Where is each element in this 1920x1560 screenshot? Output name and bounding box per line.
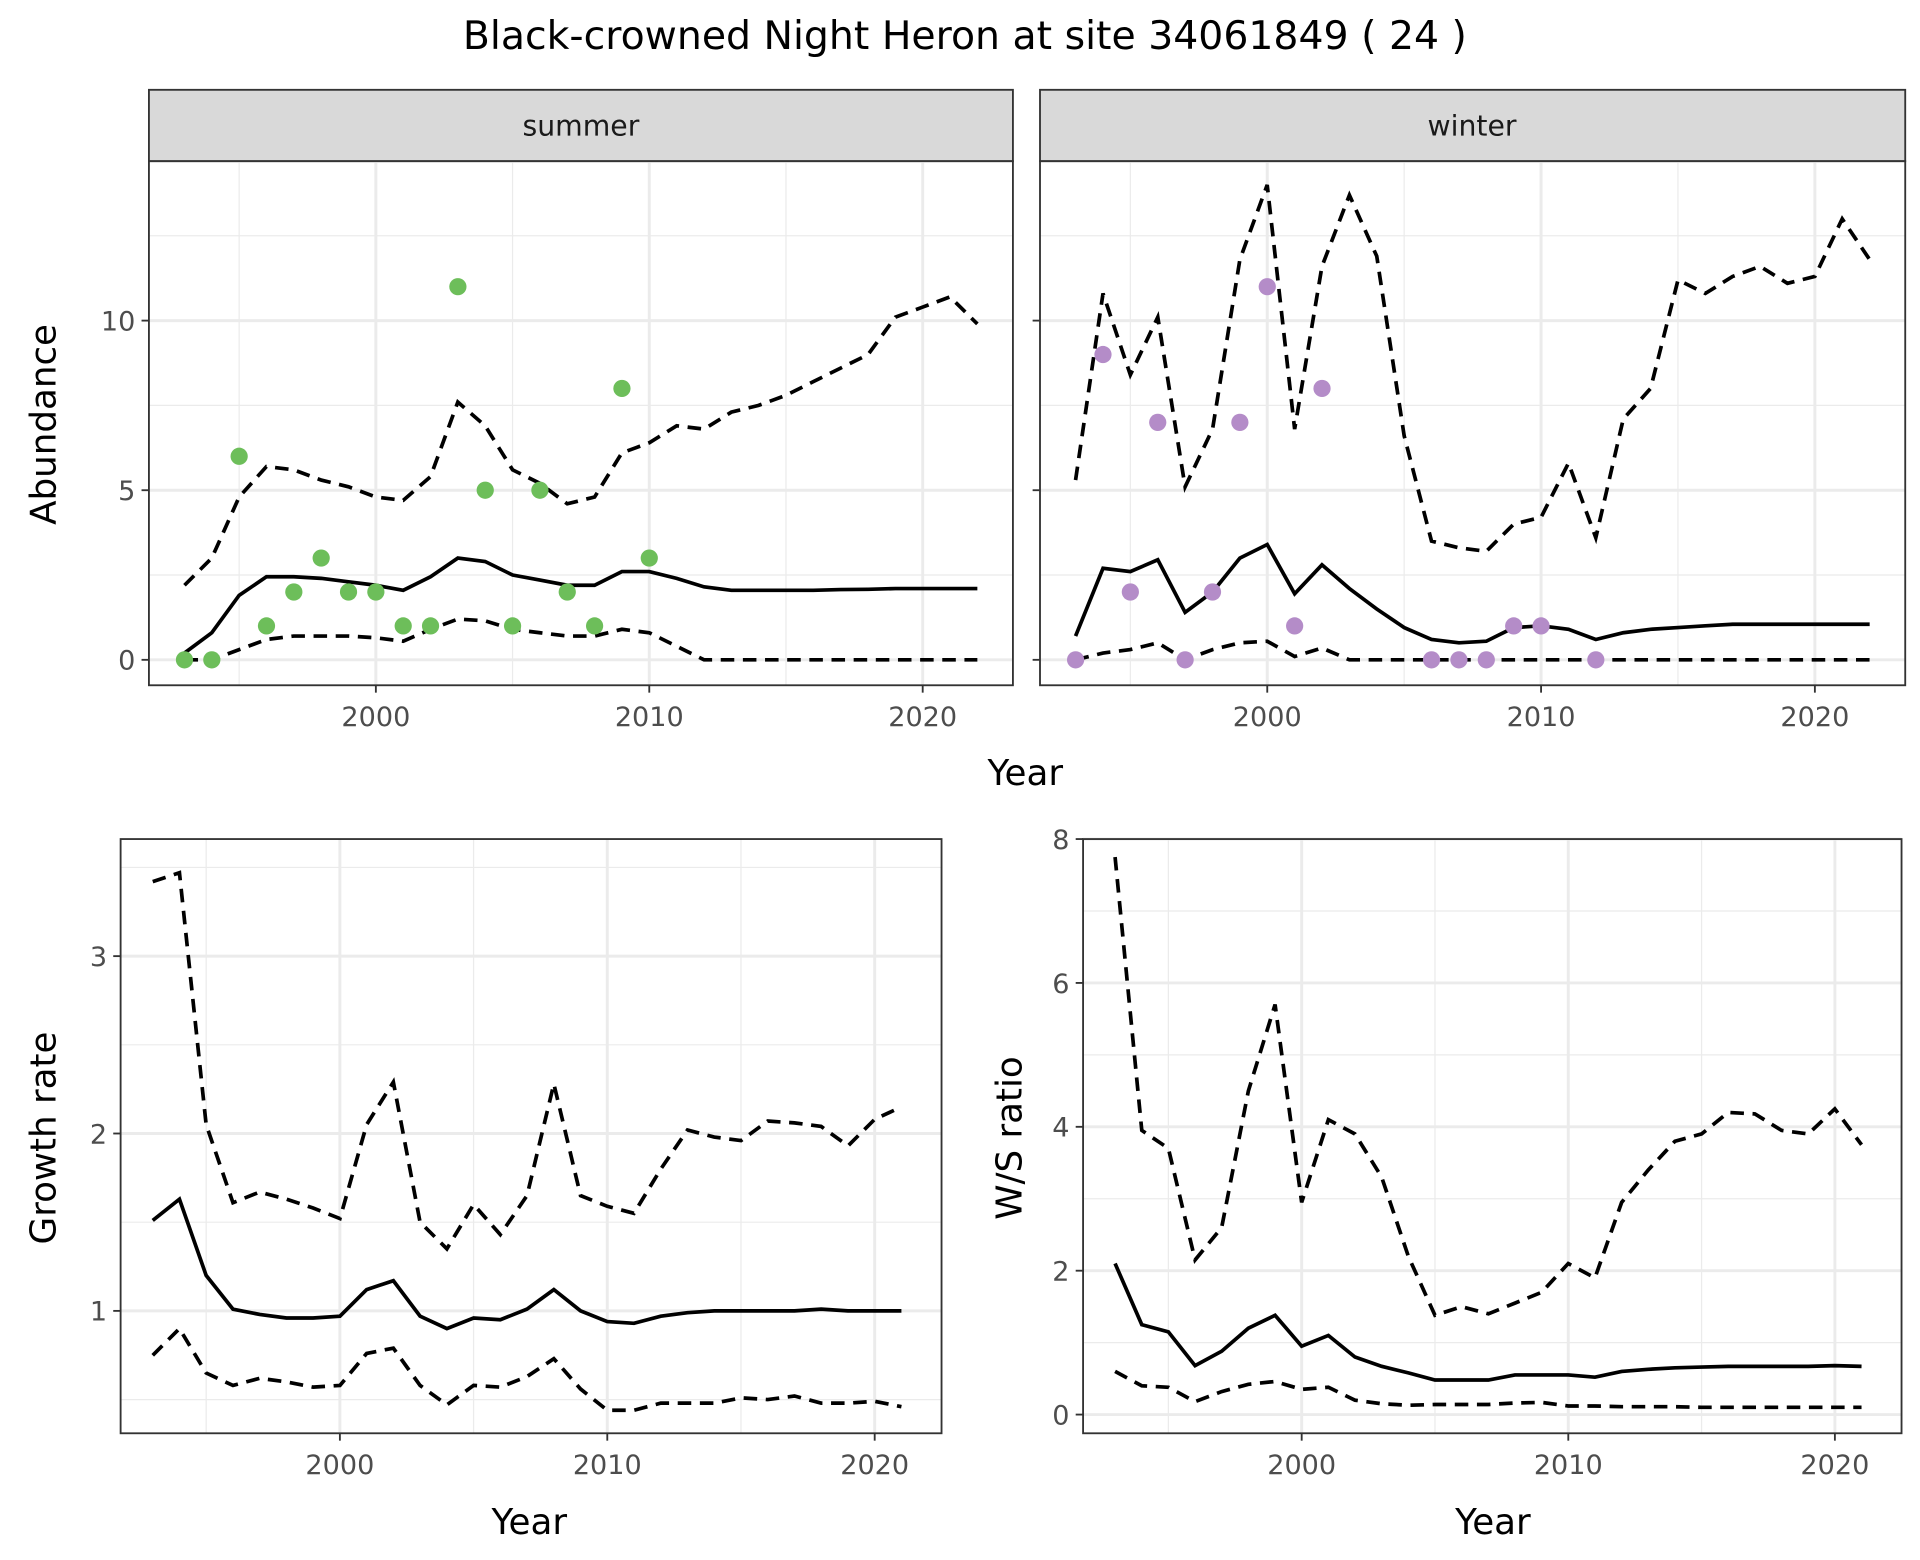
observed-point <box>285 583 303 601</box>
strip-winter: winter <box>1039 88 1907 163</box>
observed-point <box>585 617 604 635</box>
observed-point <box>531 481 549 499</box>
y-tick-label: 5 <box>118 476 135 507</box>
observed-point <box>203 651 221 669</box>
x-tick-label: 2020 <box>1800 1450 1869 1481</box>
observed-point <box>1066 651 1085 669</box>
x-tick-label: 2000 <box>1267 1450 1336 1481</box>
winter-panel: 2000 2010 2020 <box>1032 160 1907 733</box>
growth-y-label: Growth rate <box>23 1032 64 1245</box>
observed-point <box>394 617 412 635</box>
ws-panel: 2000 2010 2020 0 2 4 6 8 <box>1052 825 1903 1481</box>
observed-point <box>1532 617 1550 635</box>
panel-border <box>1039 160 1907 687</box>
upper-bound-line <box>1113 856 1864 1318</box>
observed-point <box>1587 651 1605 669</box>
x-tick-label: 2000 <box>341 702 410 733</box>
observed-point <box>476 481 494 499</box>
strip-label-summer: summer <box>522 109 639 142</box>
upper-bound-line <box>152 870 903 1252</box>
observed-point <box>367 583 385 601</box>
panel-border <box>148 160 1014 687</box>
figure-title: Black-crowned Night Heron at site 340618… <box>463 13 1467 59</box>
strip-summer: summer <box>148 88 1014 163</box>
observed-point <box>421 617 440 635</box>
observed-point <box>257 617 276 635</box>
lower-bound-line <box>1114 1369 1862 1410</box>
observed-point <box>1149 413 1167 431</box>
abundance-x-label: Year <box>986 753 1063 794</box>
x-tick-label: 2000 <box>305 1450 374 1481</box>
observed-point <box>640 549 658 567</box>
observed-point <box>175 651 194 669</box>
mean-line <box>1113 1262 1862 1382</box>
observed-point <box>1258 278 1276 296</box>
x-tick-label: 2010 <box>1507 702 1576 733</box>
y-tick-label: 0 <box>1052 1400 1069 1431</box>
y-tick-label: 2 <box>90 1119 107 1150</box>
ws-x-label: Year <box>1454 1502 1531 1543</box>
x-tick-label: 2000 <box>1233 702 1302 733</box>
observed-point <box>1094 345 1112 364</box>
ws-y-label: W/S ratio <box>990 1056 1031 1219</box>
mean-line <box>151 1196 902 1331</box>
observed-point <box>1286 617 1304 635</box>
observed-point <box>1505 617 1523 635</box>
y-tick-label: 1 <box>90 1297 107 1328</box>
strip-label-winter: winter <box>1427 109 1516 142</box>
x-tick-label: 2010 <box>615 702 684 733</box>
observed-point <box>503 617 522 635</box>
growth-panel: 2000 2010 2020 1 2 3 <box>90 838 943 1481</box>
observed-point <box>449 278 467 296</box>
observed-point <box>1203 583 1222 601</box>
observed-point <box>312 549 330 567</box>
x-tick-label: 2020 <box>840 1450 909 1481</box>
panel-border <box>119 838 943 1435</box>
x-tick-label: 2020 <box>888 702 957 733</box>
panel-border <box>1082 838 1903 1435</box>
observed-point <box>1313 379 1331 398</box>
observed-point <box>558 583 576 601</box>
observed-point <box>339 583 358 601</box>
y-tick-label: 10 <box>101 306 135 337</box>
observed-point <box>1477 651 1495 669</box>
observed-point <box>1450 651 1468 669</box>
observed-point <box>1121 583 1139 601</box>
abundance-y-label: Abundance <box>23 324 64 525</box>
observed-point <box>1231 413 1249 431</box>
y-tick-label: 6 <box>1052 969 1069 1000</box>
summer-panel: 2000 2010 2020 0 5 10 <box>101 160 1014 733</box>
growth-x-label: Year <box>490 1502 567 1543</box>
y-tick-label: 8 <box>1052 825 1069 856</box>
x-tick-label: 2010 <box>1534 1450 1603 1481</box>
y-tick-label: 0 <box>118 646 135 677</box>
observed-point <box>1176 651 1194 669</box>
observed-point <box>613 379 631 398</box>
y-tick-label: 3 <box>90 942 107 973</box>
lower-bound-line <box>1075 639 1870 662</box>
y-tick-label: 2 <box>1052 1257 1069 1288</box>
lower-bound-line <box>184 617 978 662</box>
observed-point <box>1422 651 1441 669</box>
lower-bound-line <box>151 1325 902 1413</box>
y-tick-label: 4 <box>1052 1113 1069 1144</box>
mean-line <box>183 556 978 655</box>
observed-point <box>230 447 248 465</box>
x-tick-label: 2020 <box>1780 702 1849 733</box>
upper-bound-line <box>1073 184 1872 554</box>
x-tick-label: 2010 <box>573 1450 642 1481</box>
